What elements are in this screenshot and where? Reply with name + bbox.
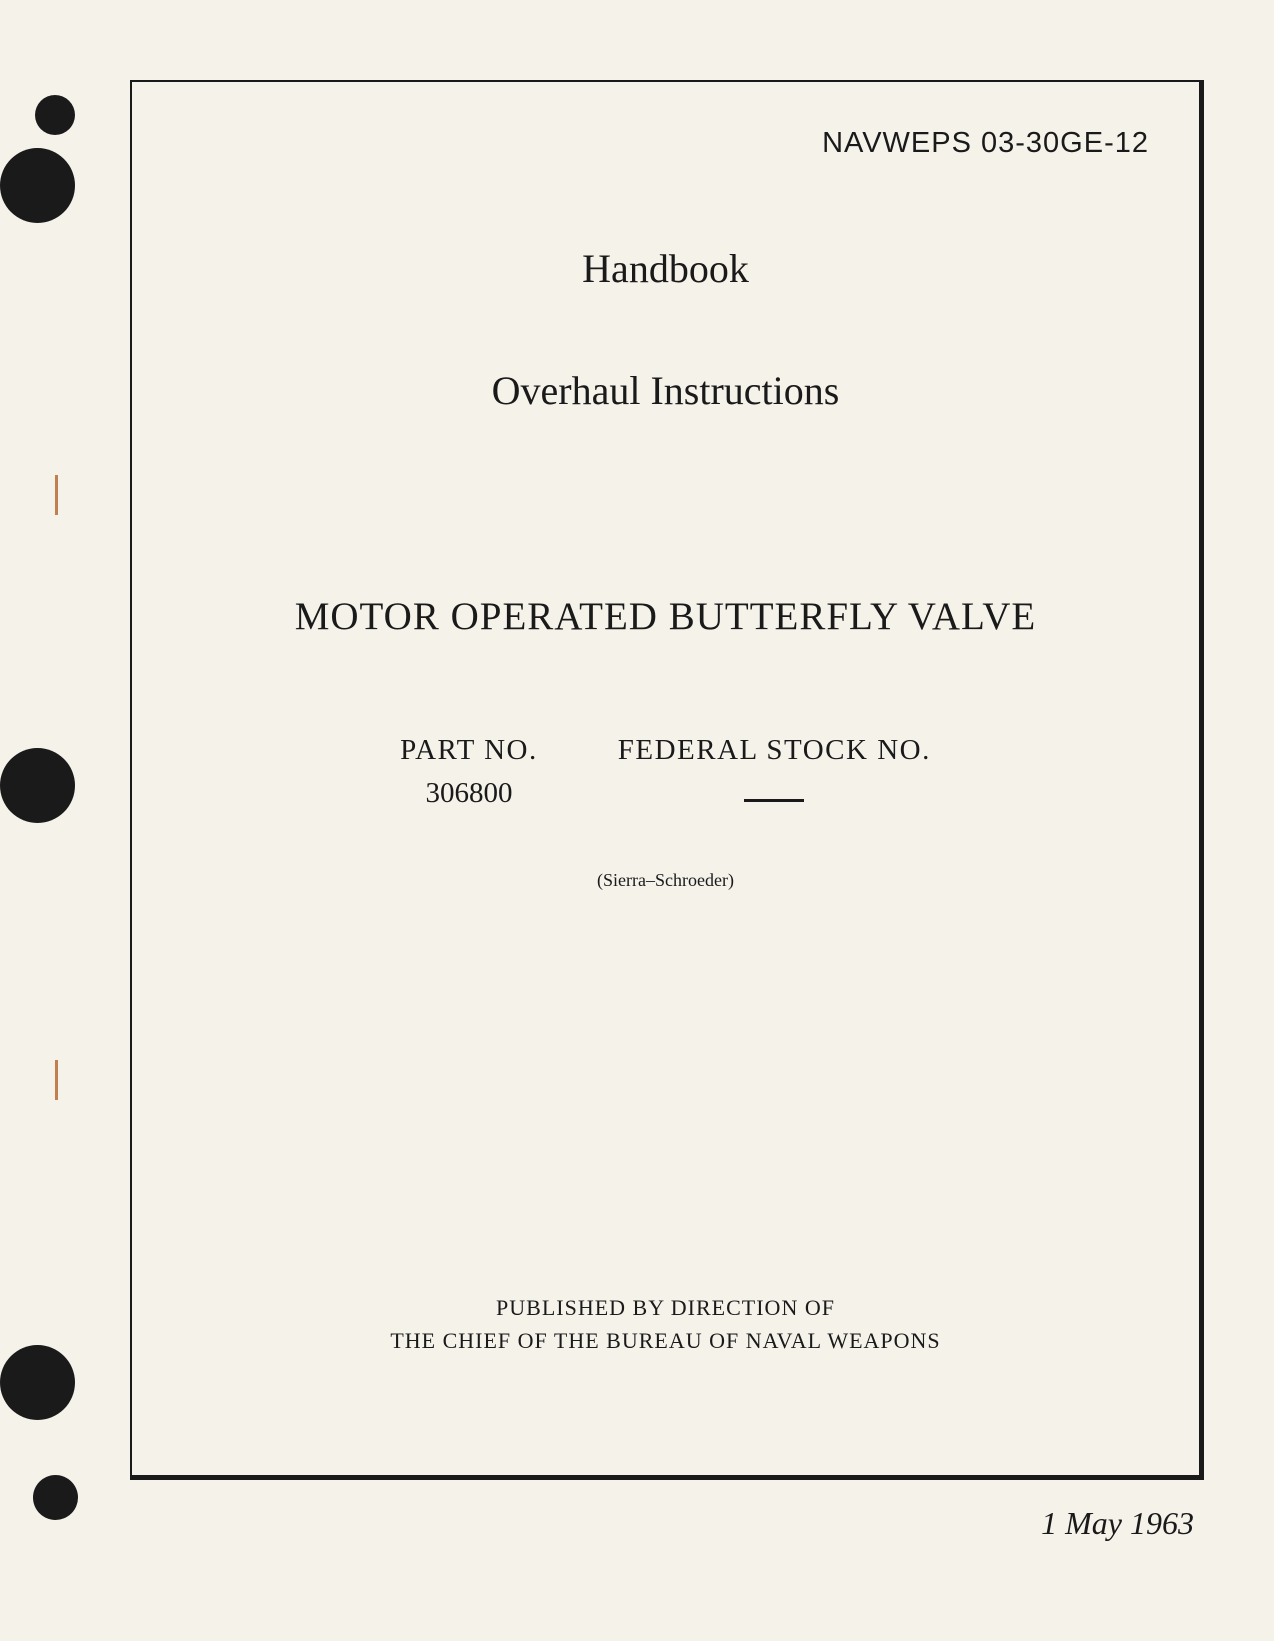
part-number-column: PART NO. 306800 <box>400 734 538 810</box>
federal-stock-value <box>618 777 931 810</box>
part-number-label: PART NO. <box>400 734 538 767</box>
punch-hole-icon <box>33 1475 78 1520</box>
federal-stock-label: FEDERAL STOCK NO. <box>618 734 931 767</box>
punch-hole-icon <box>0 1345 75 1420</box>
staple-mark-icon <box>55 475 58 515</box>
punch-hole-icon <box>0 748 75 823</box>
document-type-handbook: Handbook <box>182 245 1149 292</box>
document-frame: NAVWEPS 03-30GE-12 Handbook Overhaul Ins… <box>130 80 1204 1480</box>
document-date: 1 May 1963 <box>130 1505 1204 1542</box>
publisher-line-2: THE CHIEF OF THE BUREAU OF NAVAL WEAPONS <box>182 1324 1149 1357</box>
publisher-info: PUBLISHED BY DIRECTION OF THE CHIEF OF T… <box>182 1291 1149 1357</box>
part-number-value: 306800 <box>400 777 538 810</box>
staple-mark-icon <box>55 1060 58 1100</box>
punch-hole-icon <box>35 95 75 135</box>
document-title: MOTOR OPERATED BUTTERFLY VALVE <box>182 594 1149 639</box>
manufacturer-text: (Sierra–Schroeder) <box>182 870 1149 891</box>
dash-icon <box>744 799 804 802</box>
federal-stock-column: FEDERAL STOCK NO. <box>618 734 931 810</box>
document-type-overhaul: Overhaul Instructions <box>182 367 1149 414</box>
punch-hole-icon <box>0 148 75 223</box>
document-page: NAVWEPS 03-30GE-12 Handbook Overhaul Ins… <box>0 0 1274 1641</box>
document-id: NAVWEPS 03-30GE-12 <box>182 127 1149 160</box>
part-info-section: PART NO. 306800 FEDERAL STOCK NO. <box>182 734 1149 810</box>
publisher-line-1: PUBLISHED BY DIRECTION OF <box>182 1291 1149 1324</box>
